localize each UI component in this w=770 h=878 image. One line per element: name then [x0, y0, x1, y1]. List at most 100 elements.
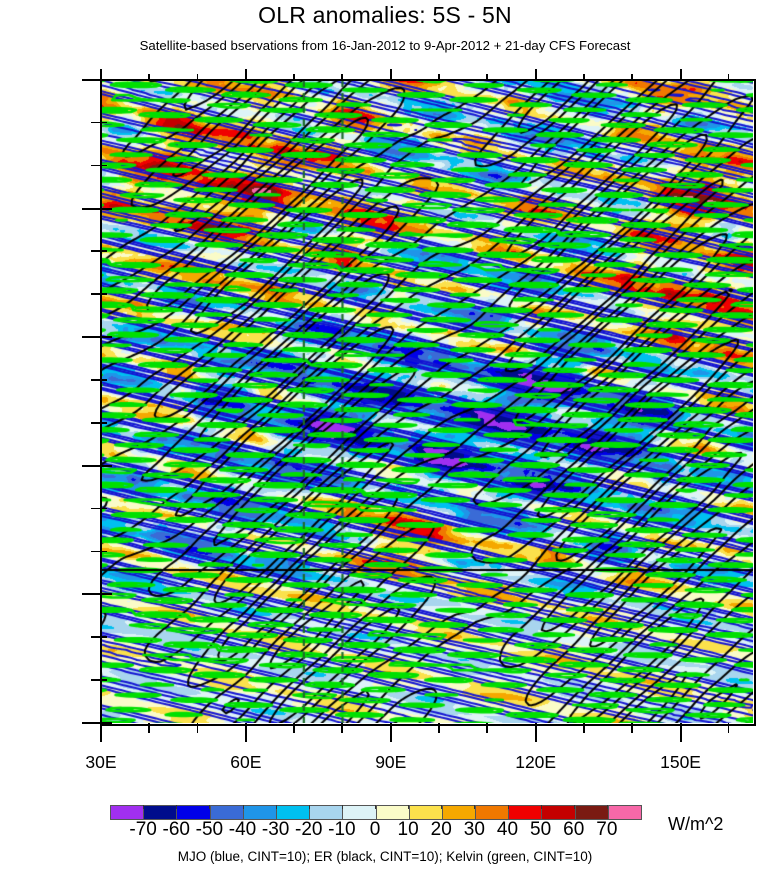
y-axis-minor-tick	[101, 636, 107, 638]
x-axis-minor-tick	[582, 723, 585, 733]
colorbar-tick	[441, 805, 443, 809]
colorbar-swatch	[242, 806, 276, 819]
colorbar-labels: -70 -60 -50 -40 -30 -20 -10 0 10 20 30 40 50 60 70	[110, 819, 640, 841]
page-title: OLR anomalies: 5S - 5N	[258, 2, 512, 28]
colorbar-tick	[408, 805, 410, 809]
y-axis-minor-tick	[91, 379, 101, 381]
y-axis-minor-tick	[91, 507, 101, 510]
y-axis-minor-tick	[101, 679, 107, 681]
x-axis-minor-tick	[148, 723, 150, 733]
colorbar-swatch	[475, 806, 509, 819]
colorbar-tick	[308, 805, 310, 809]
colorbar-tick-label: 10	[397, 819, 419, 840]
colorbar-tick-label: -60	[162, 819, 190, 840]
x-axis-major-tick	[679, 723, 682, 742]
x-axis-minor-tick	[438, 74, 440, 80]
olr-anomaly-heatmap	[101, 80, 753, 723]
colorbar-tick-label: -10	[328, 819, 356, 840]
colorbar-tick-label: 0	[369, 819, 381, 840]
colorbar-swatch	[541, 806, 575, 819]
y-axis-major-tick	[82, 593, 101, 596]
colorbar-swatch	[607, 806, 641, 819]
y-axis-major-tick	[101, 336, 112, 339]
x-axis-major-tick	[389, 69, 392, 80]
colorbar-swatch	[309, 806, 343, 819]
colorbar-swatch	[111, 806, 144, 819]
y-axis-major-tick	[82, 79, 101, 81]
colorbar-tick	[341, 805, 343, 809]
colorbar-tick-label: 50	[530, 819, 552, 840]
y-axis-minor-tick	[91, 550, 101, 553]
y-axis-major-tick	[101, 464, 112, 467]
colorbar-ticks	[110, 805, 640, 818]
y-axis-minor-tick	[91, 421, 101, 424]
colorbar-tick-label: -20	[295, 819, 323, 840]
y-axis-minor-tick	[91, 679, 101, 681]
y-axis-major-tick	[101, 79, 112, 81]
y-axis-minor-tick	[91, 121, 101, 124]
x-axis-major-tick	[100, 69, 102, 80]
y-axis-major-tick	[82, 336, 101, 339]
x-axis-label: 30E	[85, 752, 117, 772]
x-axis-minor-tick	[148, 74, 150, 80]
colorbar-tick-label: -50	[195, 819, 224, 840]
colorbar-tick	[242, 805, 244, 809]
x-axis-minor-tick	[196, 74, 199, 80]
x-axis-minor-tick	[293, 723, 295, 733]
colorbar-tick-label: 60	[563, 819, 585, 840]
colorbar-unit: W/m^2	[668, 814, 724, 834]
colorbar-tick	[573, 805, 575, 809]
colorbar-swatch	[441, 806, 476, 819]
x-axis-label: 60E	[230, 752, 262, 772]
colorbar-tick	[209, 805, 211, 809]
colorbar-tick-label: 30	[463, 819, 485, 840]
y-axis-major-tick	[82, 207, 101, 210]
x-axis-minor-tick	[341, 723, 344, 733]
x-axis-minor-tick	[582, 74, 585, 80]
figure-subtitle: Satellite-based bservations from 16-Jan-…	[139, 38, 631, 53]
x-axis-major-tick	[534, 69, 537, 80]
colorbar-tick-label: -40	[228, 819, 257, 840]
y-axis-major-tick	[101, 593, 112, 596]
x-axis-major-tick	[679, 69, 682, 80]
colorbar-tick	[606, 805, 608, 809]
x-axis-major-tick	[534, 723, 537, 742]
x-axis-major-tick	[244, 69, 247, 80]
colorbar-swatch	[209, 806, 243, 819]
colorbar-tick-label: 20	[430, 819, 452, 840]
x-axis-minor-tick	[438, 723, 440, 733]
y-axis-minor-tick	[91, 636, 101, 638]
y-axis-minor-tick	[91, 250, 101, 253]
x-axis-major-tick	[100, 723, 102, 742]
colorbar-swatch	[143, 806, 177, 819]
colorbar-swatch	[508, 806, 542, 819]
y-axis-minor-tick	[101, 379, 107, 381]
x-axis-label: 90E	[375, 752, 407, 772]
colorbar-tick	[275, 805, 277, 809]
colorbar-tick-label: 70	[596, 819, 618, 840]
colorbar	[110, 805, 642, 820]
colorbar-tick	[540, 805, 542, 809]
colorbar-tick	[375, 805, 376, 809]
x-axis-minor-tick	[631, 723, 633, 733]
y-axis-major-tick	[82, 464, 101, 467]
y-axis-major-tick	[82, 722, 101, 724]
y-axis-major-tick	[101, 722, 112, 724]
x-axis-minor-tick	[486, 74, 488, 80]
colorbar-tick-label: -30	[261, 819, 290, 840]
x-axis-major-tick	[389, 723, 392, 742]
y-axis-minor-tick	[101, 507, 107, 510]
colorbar-swatch	[275, 806, 310, 819]
x-axis-minor-tick	[196, 723, 199, 733]
x-axis-minor-tick	[631, 74, 633, 80]
colorbar-swatch	[375, 806, 409, 819]
y-axis-minor-tick	[101, 250, 107, 253]
y-axis-minor-tick	[91, 164, 101, 167]
y-axis-minor-tick	[101, 421, 107, 424]
x-axis-minor-tick	[486, 723, 488, 733]
colorbar-tick	[143, 805, 145, 809]
x-axis-label: 120E	[515, 752, 557, 772]
x-axis-minor-tick	[293, 74, 295, 80]
y-axis-major-tick	[101, 207, 112, 210]
